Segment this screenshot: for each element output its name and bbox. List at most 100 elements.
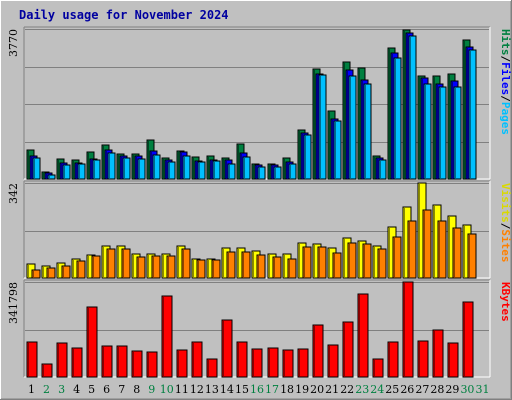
series-visits: [26, 182, 472, 279]
bar-pages-day-7: [122, 157, 131, 180]
x-tick-label-1: 1: [28, 383, 35, 396]
legend-entry-hits: Hits: [499, 29, 512, 56]
x-tick-label-14: 14: [220, 383, 234, 396]
x-tick-label-10: 10: [160, 383, 174, 396]
x-tick-label-28: 28: [430, 383, 444, 396]
bar-kbytes-day-25: [387, 341, 399, 378]
bar-sites-day-12: [196, 259, 206, 279]
bar-kbytes-day-1: [26, 341, 38, 378]
bar-pages-day-13: [212, 160, 221, 180]
legend-separator: /: [499, 95, 512, 102]
x-tick-label-5: 5: [88, 383, 95, 396]
bar-kbytes-day-20: [312, 324, 324, 378]
bar-pages-day-14: [227, 163, 236, 180]
y-max-label: 342: [7, 183, 20, 204]
bar-sites-day-21: [332, 252, 342, 279]
bar-kbytes-day-15: [236, 341, 248, 378]
bar-kbytes-day-28: [432, 329, 444, 378]
bar-pages-day-11: [182, 155, 191, 180]
x-tick-label-23: 23: [355, 383, 369, 396]
y-max-label: 3770: [7, 29, 20, 57]
legend-entry-pages: Pages: [499, 102, 512, 135]
bar-kbytes-day-22: [342, 321, 354, 378]
bar-pages-day-28: [438, 86, 447, 180]
x-tick-label-6: 6: [103, 383, 110, 396]
bar-sites-day-13: [211, 259, 221, 279]
x-tick-label-16: 16: [250, 383, 264, 396]
legend-entry-files: Files: [499, 62, 512, 95]
bar-sites-day-30: [467, 233, 477, 279]
bar-kbytes-day-17: [267, 347, 279, 378]
bar-pages-day-4: [77, 163, 86, 180]
bar-kbytes-day-23: [357, 293, 369, 378]
bar-sites-day-1: [31, 269, 41, 279]
bar-sites-day-5: [91, 255, 101, 279]
bar-kbytes-day-4: [71, 347, 83, 378]
bar-sites-day-4: [76, 260, 86, 279]
bar-sites-day-16: [256, 254, 266, 279]
bar-pages-day-17: [273, 166, 282, 180]
chart-title: Daily usage for November 2024: [19, 8, 229, 22]
bar-pages-day-23: [363, 83, 372, 180]
x-tick-label-15: 15: [235, 383, 249, 396]
x-tick-label-18: 18: [280, 383, 294, 396]
bar-kbytes-day-6: [101, 345, 113, 378]
panel-legend: Hits/Files/Pages: [499, 29, 512, 135]
bar-pages-day-26: [408, 35, 417, 180]
bar-kbytes-day-8: [131, 350, 143, 378]
bar-sites-day-28: [437, 220, 447, 279]
x-tick-label-24: 24: [370, 383, 384, 396]
series-pages: [32, 35, 477, 180]
bar-pages-day-30: [468, 49, 477, 180]
bar-kbytes-day-5: [86, 306, 98, 378]
x-tick-label-25: 25: [385, 383, 399, 396]
bar-kbytes-day-19: [297, 348, 309, 378]
bar-pages-day-29: [453, 86, 462, 180]
x-tick-label-31: 31: [475, 383, 489, 396]
bar-kbytes-day-7: [116, 345, 128, 378]
x-tick-label-30: 30: [460, 383, 474, 396]
bar-pages-day-8: [137, 158, 146, 180]
x-tick-label-12: 12: [190, 383, 204, 396]
bar-kbytes-day-24: [372, 358, 384, 378]
x-tick-label-8: 8: [133, 383, 140, 396]
bar-sites-day-17: [272, 256, 282, 279]
bar-kbytes-day-10: [161, 295, 173, 378]
bar-kbytes-day-27: [417, 340, 429, 378]
bar-kbytes-day-3: [56, 342, 68, 378]
legend-entry-kbytes: KBytes: [499, 282, 512, 322]
bar-pages-day-15: [242, 156, 251, 180]
x-tick-label-2: 2: [43, 383, 50, 396]
bar-kbytes-day-16: [251, 348, 263, 378]
bar-sites-day-6: [106, 248, 116, 279]
bar-kbytes-day-26: [402, 281, 414, 378]
bar-sites-day-27: [422, 209, 432, 279]
bar-kbytes-day-9: [146, 351, 158, 378]
bar-sites-day-10: [166, 255, 176, 279]
x-tick-label-19: 19: [295, 383, 309, 396]
bar-pages-day-24: [378, 159, 387, 180]
bar-kbytes-day-29: [447, 342, 459, 378]
bar-pages-day-22: [348, 75, 357, 180]
x-tick-label-9: 9: [148, 383, 155, 396]
bar-pages-day-5: [92, 159, 101, 180]
bar-kbytes-day-21: [327, 344, 339, 378]
bar-sites-day-29: [452, 227, 462, 279]
x-axis-tick-labels: 1 2 3 4 5 6 7 8 9 10 11 12 13 14 15 16 17 18 19 20 21 22 23 24 2…: [28, 383, 489, 396]
bar-pages-day-9: [152, 154, 161, 180]
x-tick-label-29: 29: [445, 383, 459, 396]
panel-3: 341798 KBytes: [7, 279, 512, 378]
bar-pages-day-1: [32, 157, 41, 180]
x-tick-label-3: 3: [58, 383, 65, 396]
x-tick-label-26: 26: [400, 383, 414, 396]
legend-separator: /: [499, 223, 512, 230]
bar-sites-day-14: [226, 251, 236, 279]
bar-sites-day-7: [121, 248, 131, 279]
bar-pages-day-12: [197, 161, 206, 180]
x-tick-label-4: 4: [73, 383, 80, 396]
x-tick-label-17: 17: [265, 383, 279, 396]
x-tick-label-13: 13: [205, 383, 219, 396]
bar-pages-day-21: [333, 120, 342, 180]
bar-kbytes-day-11: [176, 349, 188, 378]
